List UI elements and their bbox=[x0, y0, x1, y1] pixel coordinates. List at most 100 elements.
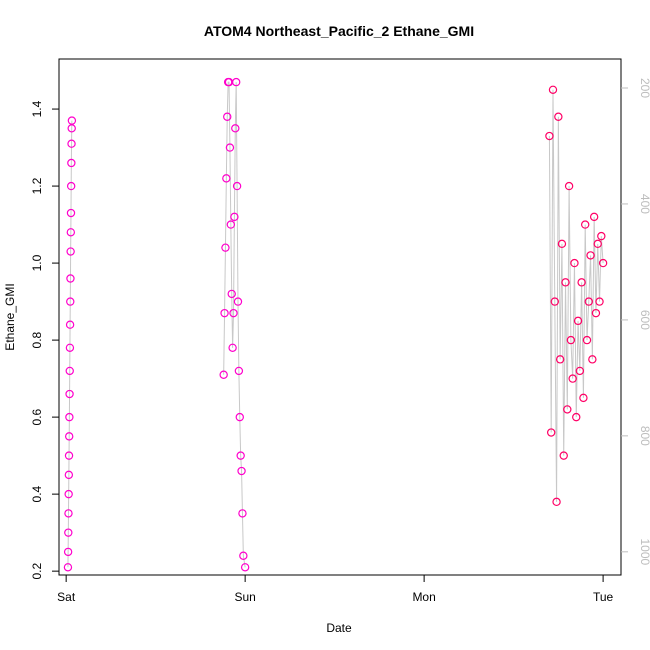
data-point bbox=[67, 158, 76, 168]
data-point bbox=[228, 343, 237, 353]
data-point bbox=[66, 181, 76, 191]
data-point bbox=[239, 551, 248, 560]
data-point bbox=[232, 181, 242, 191]
data-point bbox=[586, 251, 595, 260]
data-point bbox=[581, 220, 590, 229]
data-point bbox=[234, 366, 244, 376]
data-point bbox=[573, 316, 583, 326]
y2-tick-label: 600 bbox=[638, 310, 650, 330]
data-point bbox=[545, 131, 554, 141]
data-point bbox=[67, 116, 77, 125]
data-point bbox=[65, 343, 75, 353]
chart-title: ATOM4 Northeast_Pacific_2 Ethane_GMI bbox=[204, 23, 474, 39]
data-point bbox=[64, 470, 74, 480]
data-point bbox=[237, 466, 246, 476]
data-point bbox=[548, 85, 558, 95]
data-point bbox=[226, 220, 236, 229]
data-point bbox=[566, 335, 576, 345]
y-axis: 0.2 0.4 0.6 0.8 1.0 1.2 1.4 bbox=[30, 100, 59, 579]
data-point bbox=[575, 366, 585, 376]
data-point bbox=[66, 247, 75, 256]
data-point bbox=[552, 497, 561, 507]
data-point bbox=[66, 297, 75, 306]
data-point bbox=[230, 212, 239, 222]
connecting-lines bbox=[67, 81, 604, 568]
data-point bbox=[221, 243, 230, 252]
x-tick-label: Mon bbox=[412, 590, 435, 604]
y-tick-label: 1.0 bbox=[30, 254, 44, 271]
data-point bbox=[546, 428, 556, 437]
y2-tick-label: 1000 bbox=[638, 538, 650, 565]
data-point bbox=[66, 274, 75, 283]
data-point bbox=[568, 374, 577, 383]
y2-tick-label: 800 bbox=[638, 426, 650, 446]
data-point bbox=[564, 181, 574, 191]
x-tick-label: Sun bbox=[234, 590, 255, 604]
data-point bbox=[222, 174, 231, 183]
series-2-line bbox=[548, 89, 604, 502]
data-point bbox=[561, 278, 570, 287]
y-tick-label: 1.2 bbox=[30, 177, 44, 194]
x-tick-label: Tue bbox=[593, 590, 614, 604]
data-point bbox=[588, 355, 597, 364]
series-0-line bbox=[67, 120, 73, 568]
data-point bbox=[64, 528, 73, 537]
y2-tick-label: 200 bbox=[638, 78, 650, 98]
data-point bbox=[572, 412, 581, 422]
data-point bbox=[67, 139, 76, 148]
data-point bbox=[64, 489, 73, 499]
data-point bbox=[233, 297, 243, 306]
data-point bbox=[598, 258, 608, 268]
y-tick-label: 1.4 bbox=[30, 100, 44, 117]
data-points bbox=[63, 77, 608, 572]
data-point bbox=[65, 366, 74, 376]
data-point bbox=[235, 412, 244, 422]
data-point bbox=[591, 308, 601, 318]
plot-frame bbox=[58, 58, 622, 576]
data-point bbox=[231, 77, 241, 87]
data-point bbox=[63, 563, 73, 572]
data-point bbox=[593, 239, 602, 249]
y-tick-label: 0.8 bbox=[30, 331, 44, 348]
data-point bbox=[595, 297, 604, 306]
data-point bbox=[65, 432, 74, 441]
y-tick-label: 0.4 bbox=[30, 485, 44, 502]
data-point bbox=[63, 547, 73, 557]
y-tick-label: 0.6 bbox=[30, 408, 44, 425]
data-point bbox=[225, 143, 235, 152]
data-point bbox=[589, 212, 599, 222]
data-point bbox=[219, 370, 228, 379]
x-axis-label: Date bbox=[326, 621, 352, 635]
data-point bbox=[223, 112, 232, 121]
data-point bbox=[570, 258, 579, 268]
data-point bbox=[579, 393, 588, 403]
y-tick-label: 0.2 bbox=[30, 562, 44, 579]
data-point bbox=[65, 389, 74, 399]
data-point bbox=[559, 451, 568, 460]
data-point bbox=[550, 297, 559, 306]
data-point bbox=[577, 278, 586, 287]
data-point bbox=[584, 297, 593, 306]
data-point bbox=[231, 124, 240, 133]
data-point bbox=[582, 335, 592, 345]
series-1-line bbox=[223, 81, 246, 568]
y2-tick-label: 400 bbox=[638, 194, 650, 214]
data-point bbox=[66, 228, 76, 237]
y2-axis: 200 400 600 800 1000 bbox=[621, 78, 650, 565]
y-axis-label: Ethane_GMI bbox=[3, 283, 17, 350]
data-point bbox=[557, 239, 567, 249]
data-point bbox=[555, 355, 565, 364]
x-axis: Sat Sun Mon Tue bbox=[57, 575, 614, 604]
data-point bbox=[66, 208, 76, 218]
data-point bbox=[65, 412, 74, 422]
data-point bbox=[238, 509, 247, 518]
data-point bbox=[240, 563, 250, 572]
data-point bbox=[64, 451, 74, 460]
data-point bbox=[597, 231, 606, 241]
x-tick-label: Sat bbox=[57, 590, 76, 604]
data-point bbox=[236, 451, 245, 460]
data-point bbox=[229, 308, 238, 318]
data-point bbox=[64, 509, 73, 518]
data-point bbox=[554, 112, 563, 121]
